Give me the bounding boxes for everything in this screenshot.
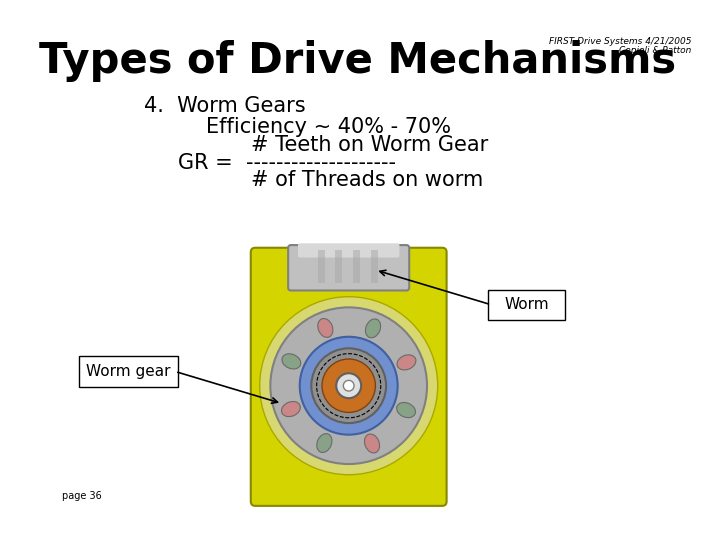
Ellipse shape bbox=[397, 402, 415, 417]
Circle shape bbox=[260, 296, 438, 475]
Text: Worm: Worm bbox=[505, 297, 549, 312]
Ellipse shape bbox=[282, 402, 300, 416]
Text: # Teeth on Worm Gear: # Teeth on Worm Gear bbox=[251, 134, 488, 154]
Ellipse shape bbox=[397, 355, 416, 370]
Text: FIRST Drive Systems 4/21/2005: FIRST Drive Systems 4/21/2005 bbox=[549, 37, 691, 46]
FancyBboxPatch shape bbox=[298, 244, 400, 258]
Circle shape bbox=[300, 337, 397, 435]
FancyBboxPatch shape bbox=[251, 248, 446, 506]
FancyBboxPatch shape bbox=[288, 245, 409, 291]
FancyBboxPatch shape bbox=[488, 289, 565, 320]
Circle shape bbox=[336, 373, 361, 398]
Bar bbox=[318, 249, 325, 284]
Circle shape bbox=[343, 380, 354, 391]
Ellipse shape bbox=[282, 354, 301, 369]
Text: Worm gear: Worm gear bbox=[86, 364, 170, 379]
Ellipse shape bbox=[318, 319, 333, 338]
Text: Copioli & Patton: Copioli & Patton bbox=[619, 46, 691, 55]
Circle shape bbox=[311, 348, 386, 423]
Bar bbox=[336, 249, 343, 284]
FancyBboxPatch shape bbox=[79, 356, 178, 387]
Circle shape bbox=[271, 307, 427, 464]
Text: GR =  --------------------: GR = -------------------- bbox=[178, 152, 396, 172]
Text: page 36: page 36 bbox=[62, 491, 102, 502]
Ellipse shape bbox=[317, 434, 332, 453]
Text: 4.  Worm Gears: 4. Worm Gears bbox=[144, 97, 305, 117]
Text: # of Threads on worm: # of Threads on worm bbox=[251, 170, 483, 190]
Ellipse shape bbox=[364, 434, 379, 453]
Circle shape bbox=[322, 359, 375, 413]
Text: Types of Drive Mechanisms: Types of Drive Mechanisms bbox=[39, 40, 676, 83]
Bar bbox=[371, 249, 378, 284]
Bar bbox=[353, 249, 360, 284]
Text: Efficiency ~ 40% - 70%: Efficiency ~ 40% - 70% bbox=[207, 117, 451, 137]
Ellipse shape bbox=[366, 319, 381, 338]
